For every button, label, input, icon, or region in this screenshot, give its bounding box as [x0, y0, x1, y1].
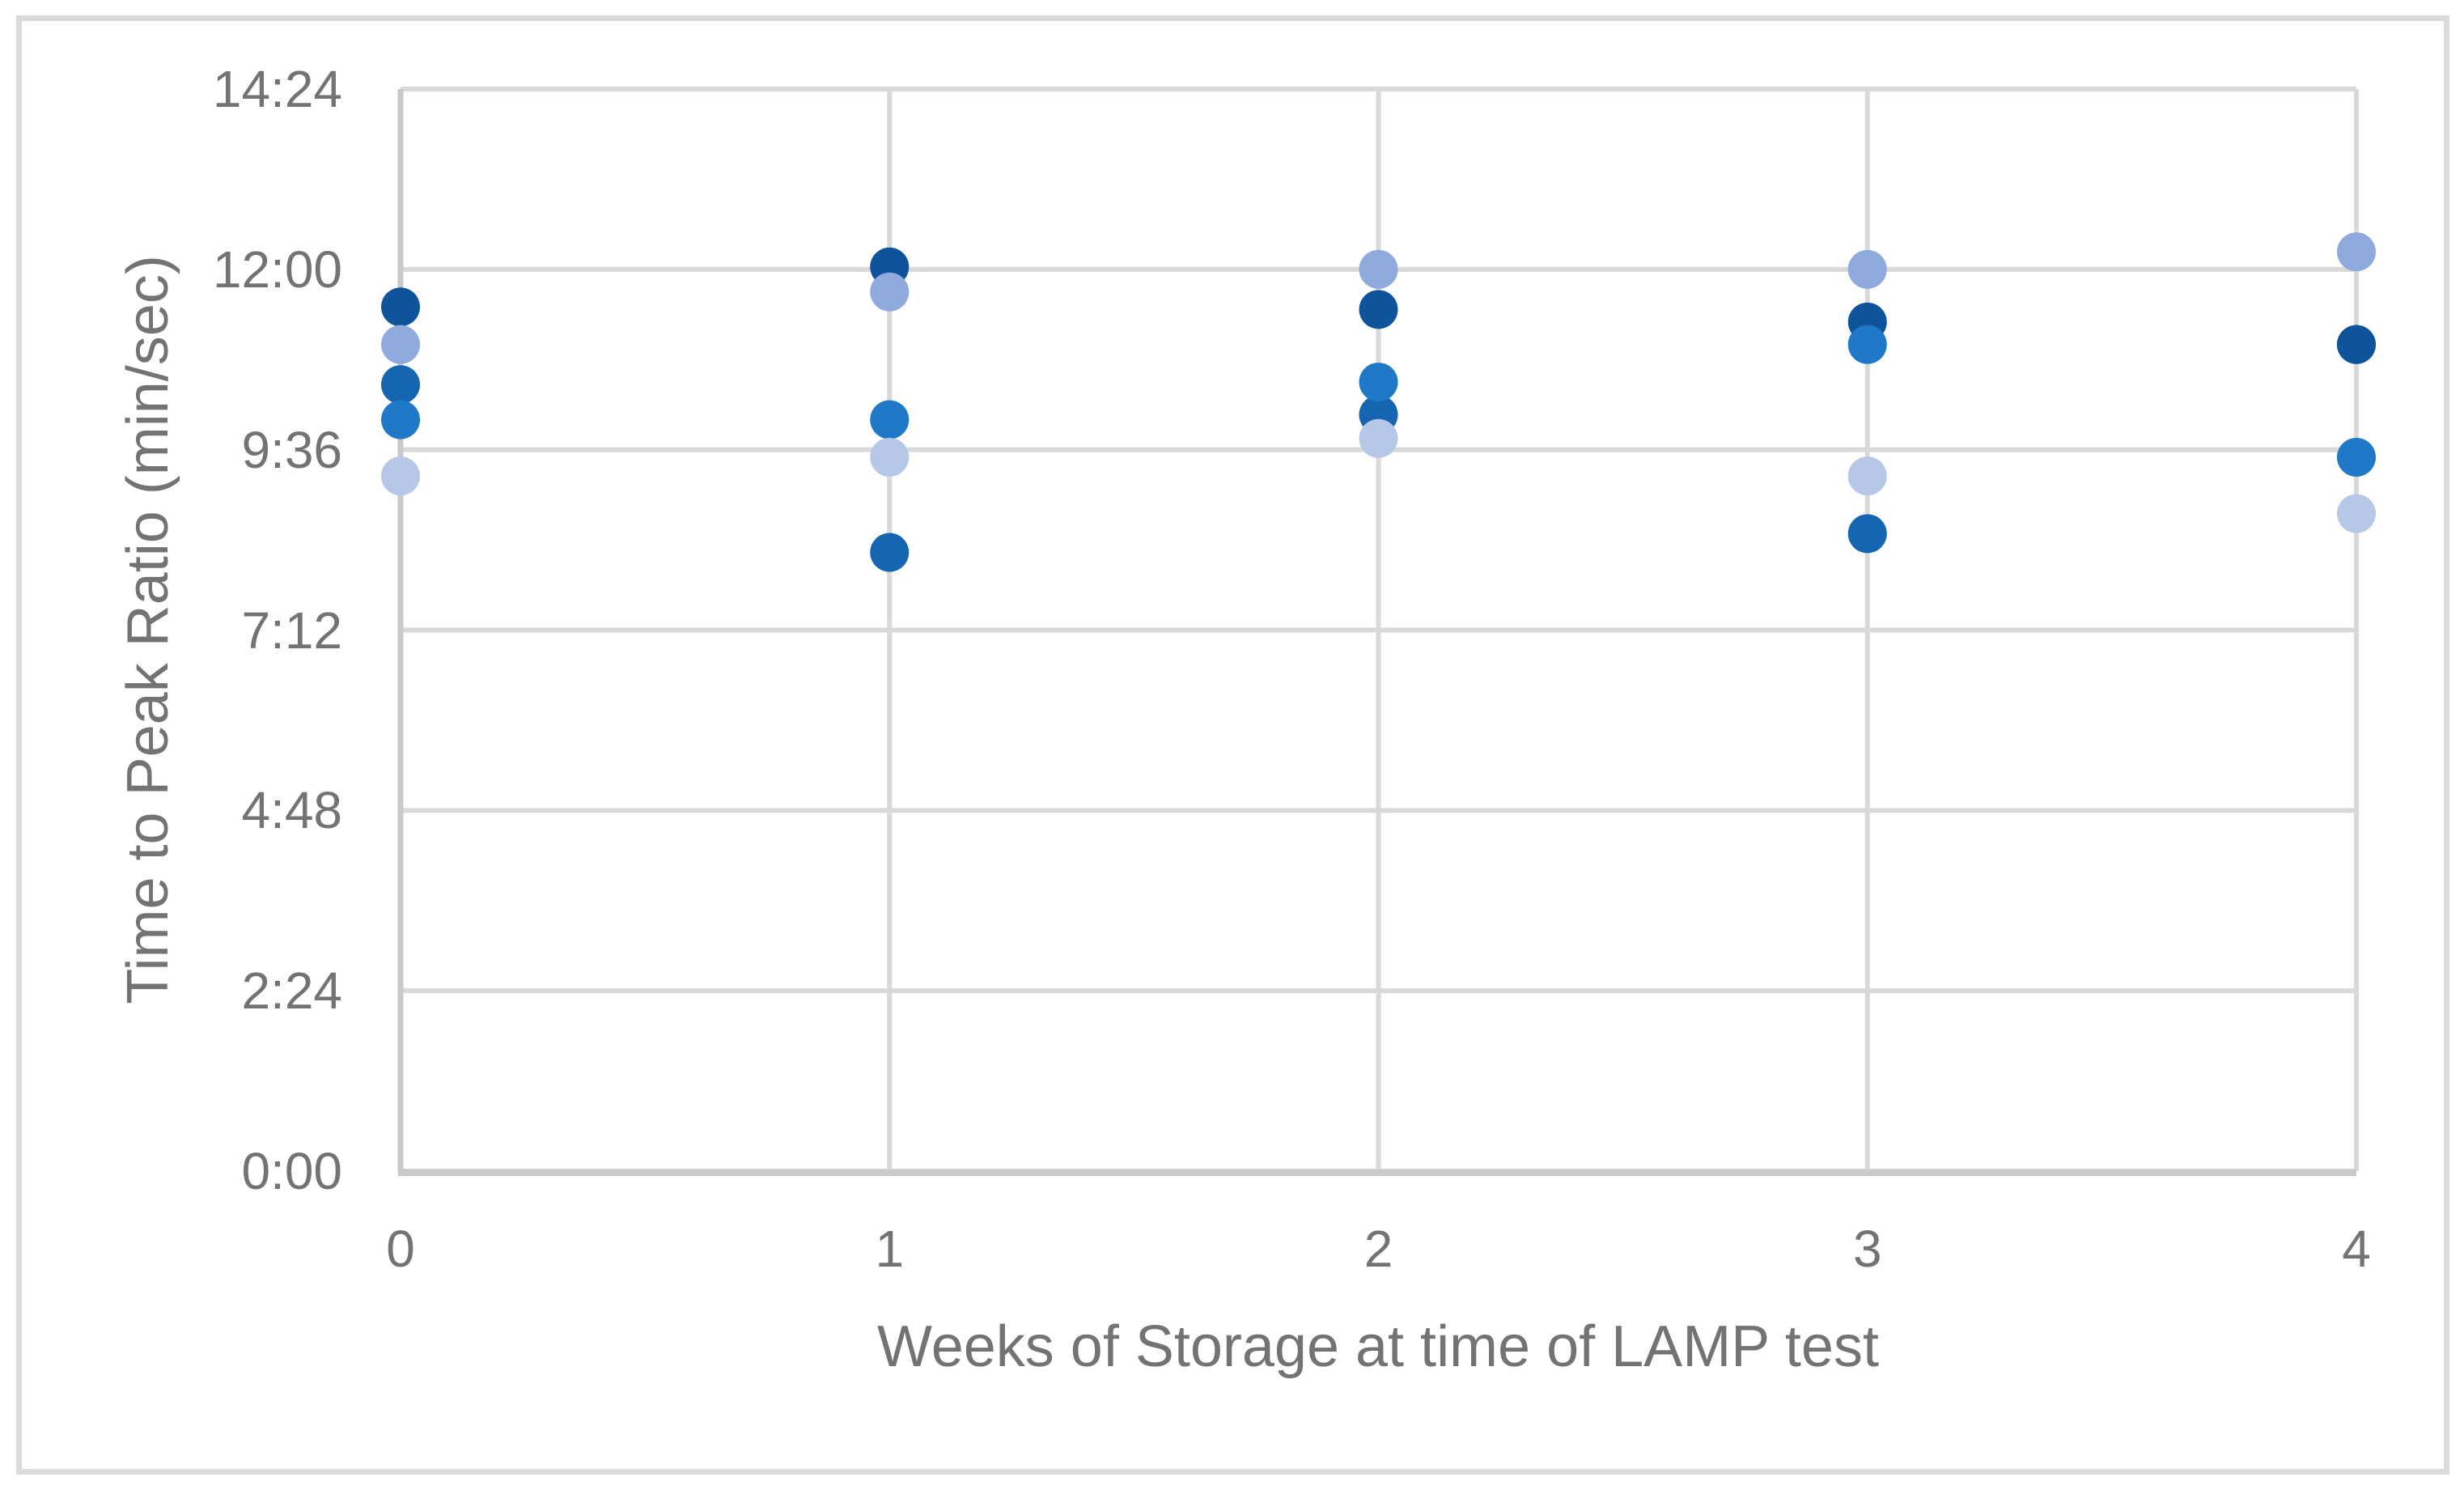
data-point-light-blue-week-1: [870, 437, 910, 477]
data-point-medium-blue-week-0: [381, 365, 420, 405]
x-tick-label: 2: [1363, 1220, 1393, 1278]
x-axis-title: Weeks of Storage at time of LAMP test: [877, 1314, 1879, 1379]
data-point-periwinkle-blue-week-2: [1359, 249, 1398, 289]
figure-border: [16, 15, 2449, 1475]
data-point-bright-blue-week-4: [2337, 437, 2376, 477]
data-point-periwinkle-blue-week-3: [1847, 249, 1887, 289]
data-point-bright-blue-week-1: [870, 400, 910, 439]
data-point-medium-blue-week-3: [1847, 514, 1887, 554]
y-tick-label: 12:00: [212, 240, 342, 299]
data-point-periwinkle-blue-week-1: [870, 272, 910, 312]
data-point-medium-blue-week-1: [870, 533, 910, 572]
x-tick-label: 4: [2342, 1220, 2371, 1278]
y-tick-label: 0:00: [241, 1142, 342, 1200]
data-point-bright-blue-week-0: [381, 400, 420, 439]
data-point-bright-blue-week-2: [1359, 363, 1398, 402]
x-tick-label: 1: [875, 1220, 905, 1278]
x-tick-label: 0: [386, 1220, 415, 1278]
data-point-dark-navy-blue-week-2: [1359, 290, 1398, 329]
y-tick-label: 14:24: [212, 60, 342, 118]
data-point-periwinkle-blue-week-4: [2337, 232, 2376, 272]
data-point-light-blue-week-3: [1847, 456, 1887, 496]
data-point-light-blue-week-4: [2337, 494, 2376, 533]
y-tick-label: 2:24: [241, 961, 342, 1021]
y-tick-label: 9:36: [241, 420, 342, 479]
data-point-bright-blue-week-3: [1847, 325, 1887, 364]
x-tick-label: 3: [1852, 1220, 1882, 1278]
data-point-dark-navy-blue-week-4: [2337, 325, 2376, 364]
y-tick-label: 4:48: [241, 781, 342, 840]
data-point-light-blue-week-0: [381, 456, 420, 496]
data-point-dark-navy-blue-week-0: [381, 287, 420, 327]
data-point-light-blue-week-2: [1359, 418, 1398, 458]
y-tick-label: 7:12: [241, 601, 342, 660]
data-point-periwinkle-blue-week-0: [381, 325, 420, 364]
